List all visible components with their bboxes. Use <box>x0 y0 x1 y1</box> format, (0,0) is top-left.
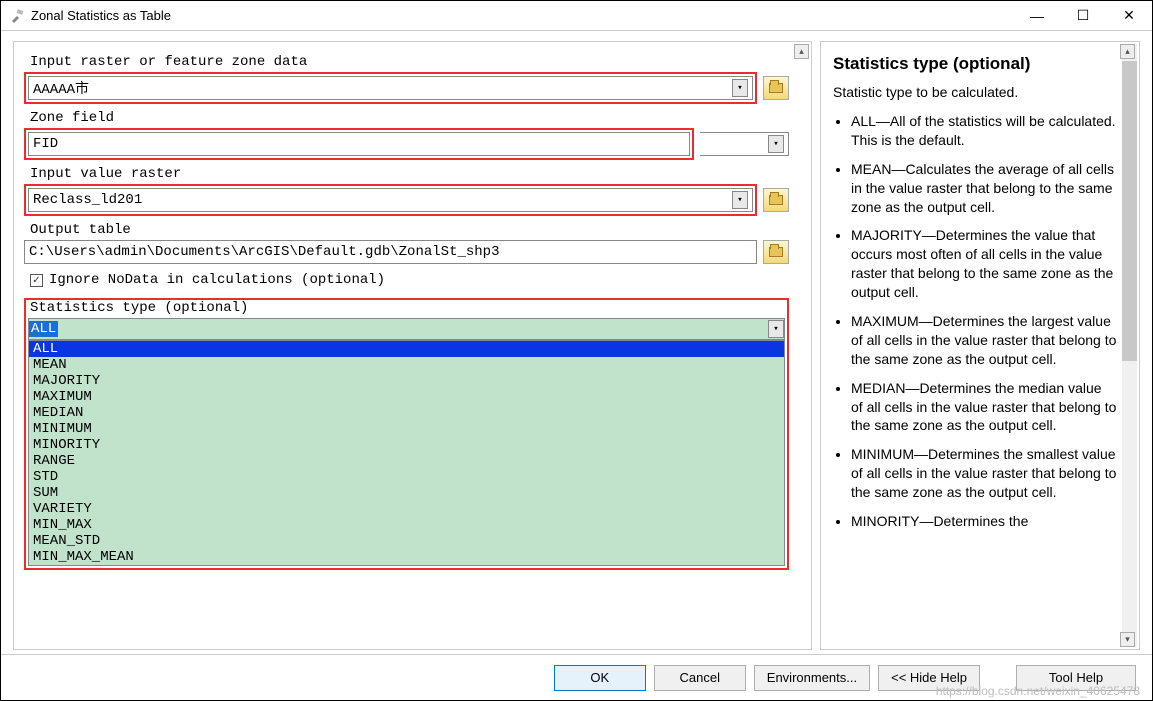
help-bullets: ALL—All of the statistics will be calcul… <box>851 112 1117 531</box>
stats-option[interactable]: ALL <box>29 341 784 357</box>
help-panel: ▴ ▾ Statistics type (optional) Statistic… <box>820 41 1140 650</box>
titlebar: Zonal Statistics as Table — ☐ ✕ <box>1 1 1152 31</box>
ignore-nodata-row: ✓ Ignore NoData in calculations (optiona… <box>30 272 789 288</box>
scrollbar-track[interactable]: ▴ ▾ <box>1122 44 1137 647</box>
value-raster-value: Reclass_ld201 <box>33 192 732 208</box>
stats-option[interactable]: SUM <box>29 485 784 501</box>
output-table-input[interactable]: C:\Users\admin\Documents\ArcGIS\Default.… <box>24 240 757 264</box>
output-table-browse-button[interactable] <box>763 240 789 264</box>
output-table-label: Output table <box>30 222 789 238</box>
value-raster-highlight: Reclass_ld201 ▾ <box>24 184 757 216</box>
hammer-icon <box>9 8 25 24</box>
window-controls: — ☐ ✕ <box>1014 1 1152 30</box>
stats-option[interactable]: MEAN_STD <box>29 533 784 549</box>
stats-option[interactable]: MEAN <box>29 357 784 373</box>
value-raster-label: Input value raster <box>30 166 789 182</box>
minimize-button[interactable]: — <box>1014 1 1060 30</box>
zone-field-value: FID <box>33 136 58 152</box>
zone-field-label: Zone field <box>30 110 789 126</box>
help-title: Statistics type (optional) <box>833 54 1117 74</box>
stats-option[interactable]: RANGE <box>29 453 784 469</box>
help-item: MEAN—Calculates the average of all cells… <box>851 160 1117 217</box>
help-item: MEDIAN—Determines the median value of al… <box>851 379 1117 436</box>
output-table-value: C:\Users\admin\Documents\ArcGIS\Default.… <box>29 244 499 260</box>
chevron-down-icon[interactable]: ▾ <box>732 79 748 97</box>
chevron-down-icon[interactable]: ▾ <box>768 320 784 338</box>
help-item: MINIMUM—Determines the smallest value of… <box>851 445 1117 502</box>
watermark-text: https://blog.csdn.net/weixin_40625478 <box>936 684 1140 698</box>
stats-option[interactable]: MEDIAN <box>29 405 784 421</box>
folder-icon <box>769 195 783 205</box>
folder-icon <box>769 247 783 257</box>
zone-data-value: AAAAA市 <box>33 78 732 98</box>
stats-type-label: Statistics type (optional) <box>28 300 785 316</box>
zone-field-input[interactable]: FID <box>28 132 690 156</box>
stats-option[interactable]: MIN_MAX <box>29 517 784 533</box>
zone-field-dropdown[interactable]: ▾ <box>700 132 789 156</box>
help-item: MAJORITY—Determines the value that occur… <box>851 226 1117 302</box>
footer-bar: OK Cancel Environments... << Hide Help T… <box>1 654 1152 700</box>
value-raster-combobox[interactable]: Reclass_ld201 ▾ <box>28 188 753 212</box>
cancel-button[interactable]: Cancel <box>654 665 746 691</box>
zone-data-highlight: AAAAA市 ▾ <box>24 72 757 104</box>
stats-type-dropdown-list[interactable]: ALLMEANMAJORITYMAXIMUMMEDIANMINIMUMMINOR… <box>28 340 785 566</box>
ignore-nodata-label: Ignore NoData in calculations (optional) <box>49 272 385 288</box>
parameters-panel: ▴ Input raster or feature zone data AAAA… <box>13 41 812 650</box>
close-button[interactable]: ✕ <box>1106 1 1152 30</box>
folder-icon <box>769 83 783 93</box>
help-item: MAXIMUM—Determines the largest value of … <box>851 312 1117 369</box>
scroll-down-icon[interactable]: ▾ <box>1120 632 1135 647</box>
stats-option[interactable]: MAXIMUM <box>29 389 784 405</box>
stats-option[interactable]: VARIETY <box>29 501 784 517</box>
stats-type-selected: ALL <box>29 321 58 337</box>
stats-type-combobox[interactable]: ALL ▾ <box>28 318 785 340</box>
content-area: ▴ Input raster or feature zone data AAAA… <box>1 31 1152 654</box>
chevron-down-icon[interactable]: ▾ <box>768 135 784 153</box>
scroll-up-icon[interactable]: ▴ <box>1120 44 1135 59</box>
environments-button[interactable]: Environments... <box>754 665 870 691</box>
ignore-nodata-checkbox[interactable]: ✓ <box>30 274 43 287</box>
zone-data-label: Input raster or feature zone data <box>30 54 789 70</box>
scrollbar-thumb[interactable] <box>1122 61 1137 361</box>
chevron-down-icon[interactable]: ▾ <box>732 191 748 209</box>
zone-data-combobox[interactable]: AAAAA市 ▾ <box>28 76 753 100</box>
zone-data-browse-button[interactable] <box>763 76 789 100</box>
help-description: Statistic type to be calculated. <box>833 84 1117 100</box>
zone-field-highlight: FID <box>24 128 694 160</box>
value-raster-browse-button[interactable] <box>763 188 789 212</box>
stats-option[interactable]: MINIMUM <box>29 421 784 437</box>
help-item: ALL—All of the statistics will be calcul… <box>851 112 1117 150</box>
stats-option[interactable]: STD <box>29 469 784 485</box>
ok-button[interactable]: OK <box>554 665 646 691</box>
stats-option[interactable]: MINORITY <box>29 437 784 453</box>
scroll-up-icon[interactable]: ▴ <box>794 44 809 59</box>
stats-option[interactable]: MIN_MAX_MEAN <box>29 549 784 565</box>
stats-type-highlight: Statistics type (optional) ALL ▾ ALLMEAN… <box>24 298 789 570</box>
help-item: MINORITY—Determines the <box>851 512 1117 531</box>
stats-option[interactable]: MAJORITY <box>29 373 784 389</box>
window-title: Zonal Statistics as Table <box>31 8 1014 23</box>
maximize-button[interactable]: ☐ <box>1060 1 1106 30</box>
